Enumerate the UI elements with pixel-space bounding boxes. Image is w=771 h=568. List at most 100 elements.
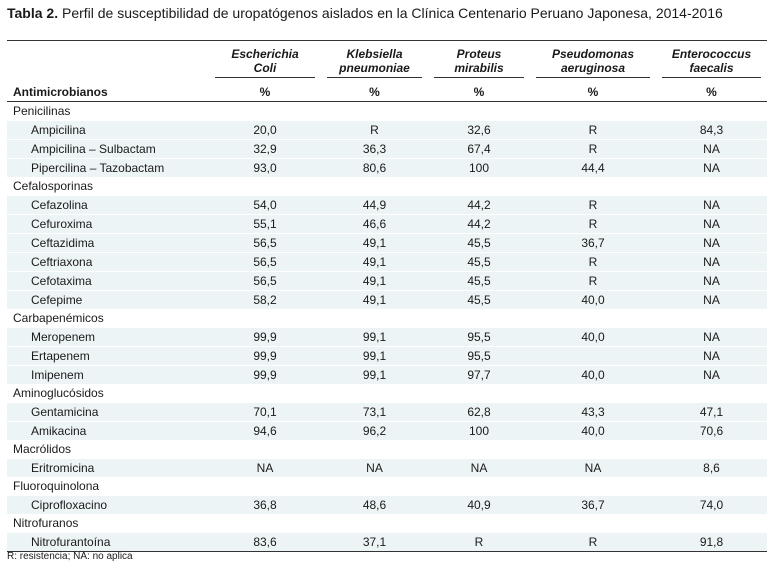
value-cell: 43,3 [530, 402, 656, 422]
value-cell: R [530, 195, 656, 215]
table-row: Pipercilina – Tazobactam 93,0 80,6 100 44,4 N… [7, 158, 767, 177]
empty-cell [321, 477, 428, 496]
value-cell: 36,3 [321, 139, 428, 159]
table-row: Amikacina 94,6 96,2 100 40,0 70,6 [7, 421, 767, 440]
value-cell: NA [656, 252, 767, 272]
value-cell: 95,5 [428, 327, 530, 347]
value-cell: 99,1 [321, 346, 428, 366]
drug-name: Cefepime [7, 290, 209, 309]
empty-cell [321, 514, 428, 533]
value-cell: 74,0 [656, 495, 767, 514]
table-row: Ciprofloxacino 36,8 48,6 40,9 36,7 74,0 [7, 495, 767, 514]
table-row: Cefotaxima 56,5 49,1 45,5 R NA [7, 271, 767, 291]
value-cell: 100 [428, 158, 530, 177]
value-cell: 32,9 [209, 139, 321, 159]
value-cell: 36,7 [530, 233, 656, 253]
value-cell: 36,8 [209, 495, 321, 514]
empty-cell [209, 384, 321, 403]
value-cell: NA [530, 458, 656, 477]
organism-name-line2: faecalis [689, 60, 734, 75]
empty-cell [656, 177, 767, 196]
value-cell: 36,7 [530, 495, 656, 514]
table-row: Cefuroxima 55,1 46,6 44,2 R NA [7, 214, 767, 234]
table-row: Cefepime 58,2 49,1 45,5 40,0 NA [7, 290, 767, 309]
value-cell: 91,8 [656, 532, 767, 552]
value-cell: 40,0 [530, 290, 656, 309]
drug-name: Cefuroxima [7, 214, 209, 234]
drug-name: Cefotaxima [7, 271, 209, 291]
category-label: Penicilinas [7, 101, 209, 121]
value-cell: NA [209, 458, 321, 477]
drug-name: Gentamicina [7, 402, 209, 422]
value-cell: 49,1 [321, 271, 428, 291]
value-cell: 97,7 [428, 365, 530, 384]
value-cell: 73,1 [321, 402, 428, 422]
value-cell: 49,1 [321, 290, 428, 309]
empty-cell [209, 101, 321, 121]
empty-cell [530, 101, 656, 121]
column-header-organism: Enterococcus faecalis [656, 40, 767, 83]
organism-name-line1: Proteus [456, 46, 502, 61]
drug-name: Amikacina [7, 421, 209, 440]
table-row: Ertapenem 99,9 99,1 95,5 NA [7, 346, 767, 366]
table-row: Nitrofurantoína 83,6 37,1 R R 91,8 [7, 532, 767, 552]
value-cell: 84,3 [656, 120, 767, 140]
empty-cell [209, 440, 321, 459]
column-header-antimicrobianos: Antimicrobianos [7, 40, 209, 102]
category-row: Nitrofuranos [7, 514, 767, 533]
value-cell: 55,1 [209, 214, 321, 234]
value-cell: 45,5 [428, 290, 530, 309]
organism-name-line2: pneumoniae [339, 60, 410, 75]
value-cell: 49,1 [321, 252, 428, 272]
value-cell: NA [656, 233, 767, 253]
category-row: Aminoglucósidos [7, 384, 767, 403]
table-row: Imipenem 99,9 99,1 97,7 40,0 NA [7, 365, 767, 384]
value-cell: 20,0 [209, 120, 321, 140]
drug-name: Imipenem [7, 365, 209, 384]
category-label: Carbapenémicos [7, 309, 209, 328]
value-cell: 70,1 [209, 402, 321, 422]
value-cell: 99,1 [321, 327, 428, 347]
value-cell: 83,6 [209, 532, 321, 552]
value-cell: R [530, 532, 656, 552]
empty-cell [530, 309, 656, 328]
value-cell: 48,6 [321, 495, 428, 514]
category-row: Macrólidos [7, 440, 767, 459]
empty-cell [656, 514, 767, 533]
organism-name-line2: Coli [253, 60, 277, 75]
drug-name: Pipercilina – Tazobactam [7, 158, 209, 177]
value-cell: 95,5 [428, 346, 530, 366]
value-cell: NA [656, 214, 767, 234]
empty-cell [428, 477, 530, 496]
value-cell: 44,2 [428, 195, 530, 215]
value-cell: 62,8 [428, 402, 530, 422]
value-cell: R [530, 271, 656, 291]
value-cell: 45,5 [428, 271, 530, 291]
table-row: Cefazolina 54,0 44,9 44,2 R NA [7, 195, 767, 215]
unit-label: % [209, 83, 321, 102]
value-cell: 44,4 [530, 158, 656, 177]
empty-cell [321, 309, 428, 328]
drug-name: Nitrofurantoína [7, 532, 209, 552]
empty-cell [321, 101, 428, 121]
value-cell [530, 346, 656, 366]
value-cell: 100 [428, 421, 530, 440]
table-row: Eritromicina NA NA NA NA 8,6 [7, 458, 767, 477]
drug-name: Ciprofloxacino [7, 495, 209, 514]
value-cell: 99,9 [209, 327, 321, 347]
empty-cell [321, 177, 428, 196]
table-row: Gentamicina 70,1 73,1 62,8 43,3 47,1 [7, 402, 767, 422]
unit-row: % % % % % [7, 83, 767, 102]
value-cell: 46,6 [321, 214, 428, 234]
empty-cell [321, 440, 428, 459]
value-cell: R [428, 532, 530, 552]
caption-label: Tabla 2. [7, 5, 59, 21]
value-cell: 99,9 [209, 365, 321, 384]
empty-cell [321, 384, 428, 403]
category-row: Fluoroquinolona [7, 477, 767, 496]
value-cell: NA [656, 290, 767, 309]
organism-name-line1: Klebsiella [346, 46, 403, 61]
unit-label: % [656, 83, 767, 102]
empty-cell [428, 101, 530, 121]
empty-cell [530, 440, 656, 459]
